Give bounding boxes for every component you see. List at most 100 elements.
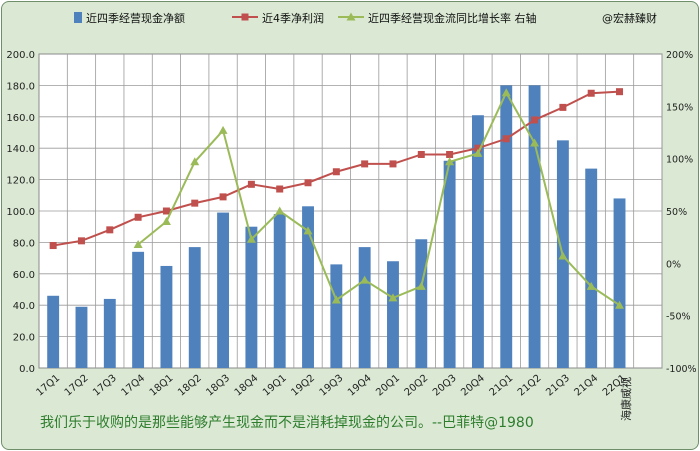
x-tick-label: 21Q4 <box>573 373 601 399</box>
y-right-tick-label: 150% <box>666 102 693 113</box>
x-tick-label: 18Q3 <box>204 373 232 399</box>
profit-marker-20Q4 <box>474 144 482 152</box>
bar-17Q3 <box>103 298 116 368</box>
x-tick-label: 18Q4 <box>233 373 261 399</box>
bar-20Q2 <box>415 239 428 368</box>
x-tick-label: 17Q2 <box>63 373 91 399</box>
growth-marker-21Q3 <box>558 251 568 260</box>
x-tick-label: 21Q1 <box>488 373 516 399</box>
growth-marker-20Q4 <box>473 148 483 157</box>
x-tick-label: 18Q1 <box>148 373 176 399</box>
bar-20Q1 <box>387 261 399 368</box>
profit-marker-18Q4 <box>247 180 255 188</box>
y-left-tick-label: 120.0 <box>6 176 35 187</box>
profit-marker-18Q1 <box>162 207 170 215</box>
legend-watermark-label: @宏赫臻财 <box>602 11 657 25</box>
profit-marker-20Q3 <box>446 150 454 158</box>
growth-marker-21Q4 <box>586 281 596 290</box>
growth-marker-19Q1 <box>275 206 285 215</box>
bar-19Q3 <box>330 264 343 368</box>
bar-18Q3 <box>217 212 230 368</box>
y-right-tick-label: 100% <box>666 155 693 166</box>
profit-marker-18Q2 <box>191 199 199 207</box>
bar-18Q2 <box>188 247 201 368</box>
x-tick-label: 19Q2 <box>289 373 317 399</box>
bar-21Q4 <box>585 168 598 368</box>
footer-quote: 我们乐于收购的是那些能够产生现金而不是消耗掉现金的公司。--巴菲特@1980 <box>40 415 534 431</box>
x-tick-label: 20Q4 <box>459 373 487 399</box>
profit-marker-19Q3 <box>332 168 340 176</box>
y-left-tick-label: 20.0 <box>13 333 35 344</box>
profit-marker-20Q1 <box>389 160 397 168</box>
y-left-tick-label: 160.0 <box>6 113 35 124</box>
growth-marker-17Q4 <box>133 239 143 248</box>
y-left-tick-label: 60.0 <box>13 270 35 281</box>
profit-marker-19Q1 <box>276 185 284 193</box>
profit-marker-19Q2 <box>304 179 312 187</box>
x-tick-label: 20Q3 <box>431 373 459 399</box>
legend-profit-label: 近4季净利润 <box>262 11 324 25</box>
line-series <box>49 88 625 309</box>
bar-19Q1 <box>273 214 286 368</box>
legend-growth-marker <box>346 12 356 21</box>
y-axis-right: -100% -50% 0% 50% 100% 150% 200% <box>666 50 697 375</box>
y-right-tick-label: 0% <box>666 259 681 270</box>
legend-bar-swatch <box>74 12 82 23</box>
growth-marker-21Q1 <box>501 88 511 97</box>
bar-19Q4 <box>358 247 371 368</box>
y-left-tick-label: 100.0 <box>6 207 35 218</box>
x-tick-label: 17Q4 <box>119 373 147 399</box>
x-axis: 17Q1 17Q2 17Q3 17Q4 18Q1 18Q2 18Q3 18Q4 19Q1 19Q2… <box>34 373 628 399</box>
y-right-tick-label: 50% <box>666 207 687 218</box>
y-left-tick-label: 140.0 <box>6 144 35 155</box>
bar-17Q2 <box>75 306 88 368</box>
y-left-tick-label: 40.0 <box>13 301 35 312</box>
growth-line <box>137 90 621 307</box>
legend-growth-label: 近四季经营现金流同比增长率 右轴 <box>368 11 537 25</box>
bar-series <box>47 85 626 369</box>
profit-marker-21Q1 <box>502 135 510 143</box>
profit-marker-17Q1 <box>49 242 57 250</box>
bar-18Q4 <box>245 226 258 368</box>
bar-22Q1 <box>613 198 626 368</box>
y-left-tick-label: 0.0 <box>19 364 35 375</box>
growth-marker-18Q2 <box>190 157 200 166</box>
x-tick-label: 17Q3 <box>91 373 119 399</box>
x-tick-label: 21Q3 <box>544 373 572 399</box>
growth-marker-20Q1 <box>388 293 398 302</box>
y-left-tick-label: 80.0 <box>13 238 35 249</box>
bar-21Q1 <box>500 85 513 369</box>
growth-marker-18Q1 <box>161 216 171 225</box>
profit-marker-17Q3 <box>106 226 114 234</box>
profit-marker-21Q2 <box>531 116 539 124</box>
bar-19Q2 <box>302 206 314 368</box>
growth-marker-20Q2 <box>416 281 426 290</box>
x-tick-label: 17Q1 <box>34 373 62 399</box>
profit-marker-20Q2 <box>417 150 425 158</box>
y-axis-left: 0.0 20.0 40.0 60.0 80.0 100.0 120.0 140.0 160.0 1… <box>6 50 35 375</box>
bar-17Q4 <box>132 251 145 368</box>
profit-marker-21Q3 <box>559 103 567 111</box>
growth-marker-20Q3 <box>445 157 455 166</box>
growth-marker-18Q3 <box>218 125 228 134</box>
company-annotation: 海康威视 <box>619 377 633 421</box>
growth-marker-19Q4 <box>360 275 370 284</box>
y-right-tick-label: -50% <box>666 312 691 323</box>
legend-bar-label: 近四季经营现金净额 <box>86 11 185 25</box>
bar-20Q3 <box>443 160 456 368</box>
legend: 近四季经营现金净额 近4季净利润 近四季经营现金流同比增长率 右轴 @宏赫臻财 <box>74 11 657 25</box>
profit-marker-19Q4 <box>361 160 369 168</box>
growth-marker-22Q1 <box>615 300 625 309</box>
y-right-tick-label: -100% <box>666 364 697 375</box>
bar-20Q4 <box>471 115 484 368</box>
growth-marker-18Q4 <box>246 234 256 243</box>
profit-marker-17Q4 <box>134 213 142 221</box>
bar-18Q1 <box>160 265 173 368</box>
profit-marker-17Q2 <box>77 237 85 245</box>
x-tick-label: 20Q2 <box>403 373 431 399</box>
x-tick-label: 20Q1 <box>374 373 402 399</box>
y-left-tick-label: 200.0 <box>6 50 35 61</box>
legend-profit-marker <box>241 13 249 21</box>
